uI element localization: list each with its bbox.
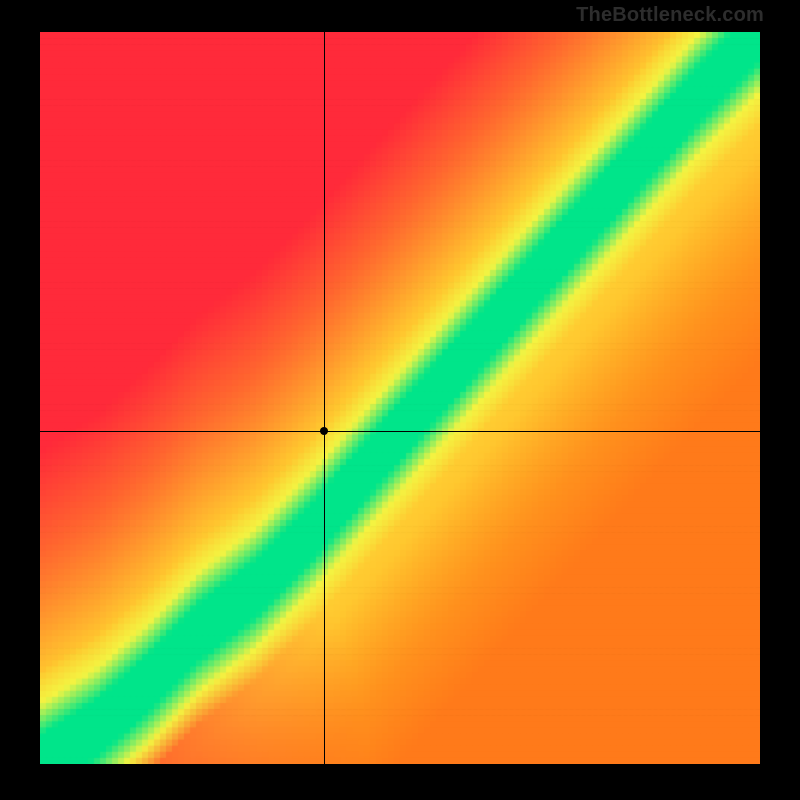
crosshair-horizontal (40, 431, 760, 432)
watermark-text: TheBottleneck.com (576, 4, 764, 27)
crosshair-marker-dot (320, 427, 328, 435)
bottleneck-heatmap (40, 32, 760, 764)
crosshair-vertical (324, 32, 325, 764)
chart-container: TheBottleneck.com (0, 0, 800, 800)
